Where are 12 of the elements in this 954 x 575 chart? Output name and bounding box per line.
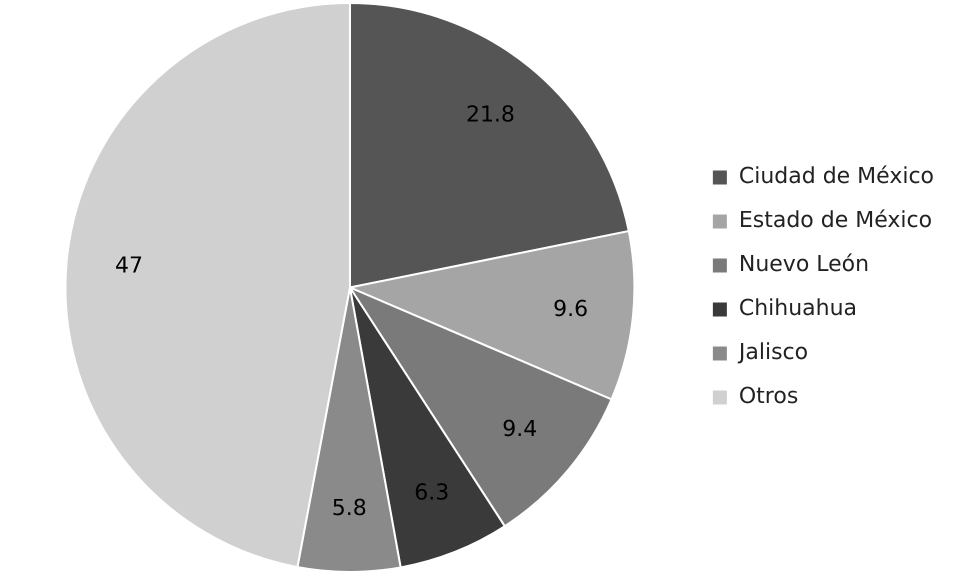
data-label: 9.6 xyxy=(553,296,588,322)
data-label: 6.3 xyxy=(414,480,450,506)
legend-label: Ciudad de México xyxy=(738,164,934,190)
legend-label: Jalisco xyxy=(736,340,808,366)
data-label: 21.8 xyxy=(466,102,515,128)
legend-label: Estado de México xyxy=(738,208,932,234)
data-label: 9.4 xyxy=(502,417,538,442)
legend-label: Chihuahua xyxy=(738,296,858,322)
legend-label: Otros xyxy=(738,384,798,410)
data-label: 47 xyxy=(114,254,143,279)
legend-label: Nuevo León xyxy=(738,252,870,278)
data-label: 5.8 xyxy=(332,496,367,522)
